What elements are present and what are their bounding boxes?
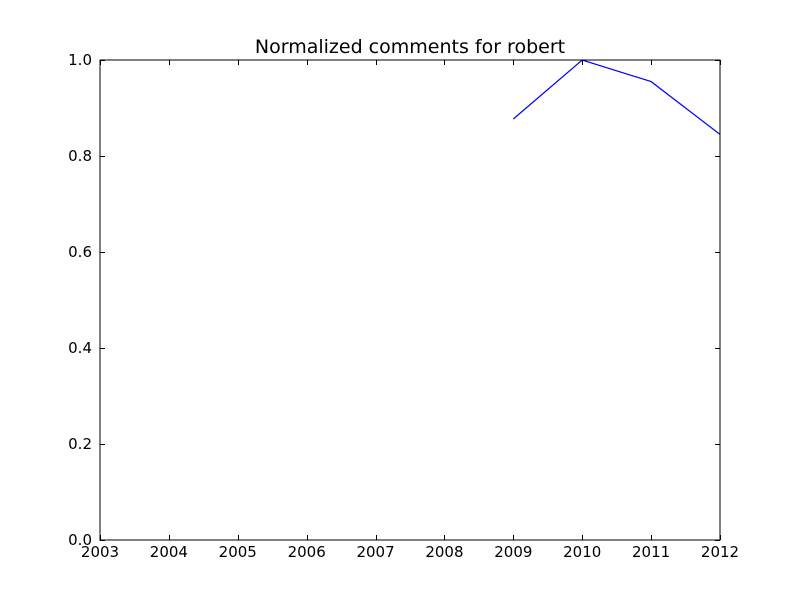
y-tick-label: 0.8: [68, 147, 92, 165]
x-tick-label: 2009: [494, 543, 532, 561]
x-tick-label: 2004: [150, 543, 188, 561]
y-tick-label: 0.2: [68, 435, 92, 453]
x-tick-label: 2006: [288, 543, 326, 561]
series-layer: [512, 59, 721, 135]
y-tick-label: 0.0: [68, 531, 92, 549]
series-line: [512, 59, 721, 135]
x-tick-label: 2011: [632, 543, 670, 561]
y-tick-label: 0.6: [68, 243, 92, 261]
chart-title: Normalized comments for robert: [255, 36, 565, 58]
x-tick-label: 2012: [701, 543, 739, 561]
x-tick-label: 2010: [563, 543, 601, 561]
y-tick-label: 0.4: [68, 339, 92, 357]
x-tick-label: 2008: [425, 543, 463, 561]
plot-area-frame: [99, 59, 721, 541]
x-tick-label: 2007: [356, 543, 394, 561]
ticks-layer: 2003 2004 2005 2006 2007 2008 2009 2010 2011 2012…: [68, 51, 739, 561]
y-tick-label: 1.0: [68, 51, 92, 69]
x-tick-label: 2005: [219, 543, 257, 561]
x-tick-label: 2003: [81, 543, 119, 561]
